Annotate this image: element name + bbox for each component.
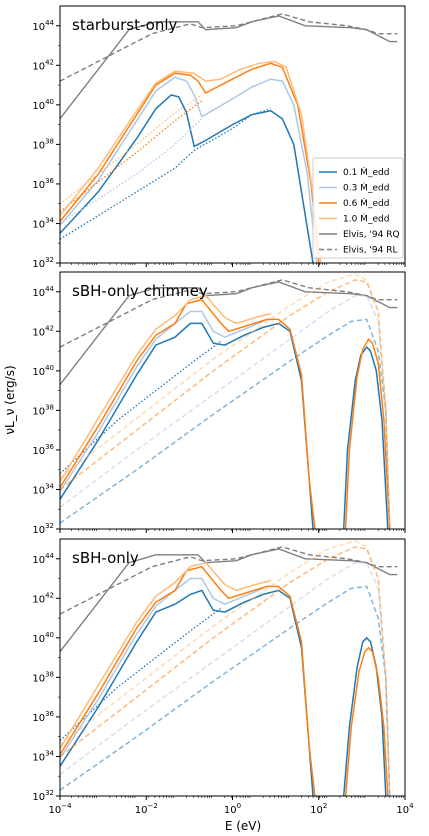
panel-title: sBH-only: [72, 549, 139, 567]
y-tick-label: 1038: [32, 137, 54, 151]
y-tick-label: 1032: [32, 522, 54, 536]
series-group: [60, 540, 398, 796]
legend-label: Elvis, '94 RQ: [343, 230, 400, 240]
y-tick-label: 1036: [32, 710, 54, 724]
x-tick-label: 104: [396, 802, 414, 816]
series-line: [60, 546, 391, 796]
series-line: [60, 561, 271, 749]
legend-label: Elvis, '94 RL: [343, 246, 397, 256]
series-group: [60, 13, 398, 263]
series-line: [60, 607, 222, 742]
panel-title: sBH-only chimney: [72, 282, 208, 300]
x-tick-label: 102: [310, 802, 327, 816]
panel-2: 1032 1034 1036 1038 1040 1042 1044 sBH-only chi…: [32, 271, 406, 536]
series-line: [60, 585, 391, 796]
series-line: [60, 298, 316, 529]
series-line: [344, 337, 391, 529]
x-axis-label: E (eV): [225, 819, 261, 833]
series-group: [60, 273, 398, 529]
legend-label: 0.3 Ṁ_edd: [343, 183, 389, 194]
y-tick-label: 1034: [32, 216, 54, 230]
series-line: [60, 565, 316, 796]
series-line: [60, 294, 391, 529]
legend-box: [312, 157, 404, 259]
series-line: [60, 76, 318, 263]
series-line: [60, 561, 391, 796]
series-line: [60, 589, 314, 796]
panel-3: 10−4 10−2 100 102 104 1032 1034 1036 1038 1040 104…: [32, 538, 414, 816]
series-line: [60, 60, 322, 263]
legend: 0.1 Ṁ_edd 0.3 Ṁ_edd 0.6 Ṁ_edd 1.0 Ṁ_edd Elvi…: [312, 157, 404, 259]
y-tick-label: 1036: [32, 177, 54, 191]
legend-label: 0.6 Ṁ_edd: [343, 198, 389, 209]
x-tick-label: 10−2: [135, 802, 158, 816]
y-tick-label: 1040: [32, 364, 54, 378]
series-line: [342, 345, 389, 529]
y-tick-label: 1038: [32, 403, 54, 417]
y-tick-label: 1040: [32, 98, 54, 112]
series-line: [344, 646, 389, 796]
y-tick-label: 1040: [32, 631, 54, 645]
legend-label: 1.0 Ṁ_edd: [343, 214, 389, 225]
x-tick-label: 10−4: [48, 802, 72, 816]
series-line: [342, 636, 387, 796]
series-line: [60, 340, 222, 475]
x-tick-label: 100: [224, 802, 241, 816]
series-line: [60, 94, 203, 205]
y-tick-label: 1042: [32, 58, 54, 72]
series-line: [60, 13, 398, 82]
series-line: [60, 62, 320, 263]
series-line: [60, 540, 391, 796]
series-line: [60, 118, 203, 225]
y-tick-label: 1044: [32, 285, 54, 299]
series-line: [60, 322, 314, 529]
series-line: [60, 577, 264, 759]
series-line: [60, 279, 391, 529]
series-line: [60, 273, 391, 529]
legend-label: 0.1 Ṁ_edd: [343, 167, 389, 178]
y-tick-label: 1036: [32, 443, 54, 457]
y-tick-label: 1044: [32, 19, 54, 33]
series-line: [60, 279, 398, 348]
series-line: [60, 318, 391, 529]
y-tick-label: 1032: [32, 256, 54, 270]
y-axis-label: νL_ν (erg/s): [3, 365, 17, 434]
y-tick-label: 1042: [32, 324, 54, 338]
y-tick-label: 1044: [32, 552, 54, 566]
panel-title: starburst-only: [72, 16, 177, 34]
series-line: [60, 94, 314, 263]
series-line: [60, 294, 271, 482]
y-tick-label: 1042: [32, 591, 54, 605]
y-tick-label: 1034: [32, 749, 54, 763]
y-tick-label: 1038: [32, 670, 54, 684]
series-line: [60, 108, 271, 240]
panel-1: 1032 1034 1036 1038 1040 1042 1044 starburst-on…: [32, 5, 406, 270]
y-tick-label: 1034: [32, 482, 54, 496]
series-line: [60, 546, 398, 615]
series-line: [60, 310, 264, 492]
y-tick-label: 1032: [32, 789, 54, 803]
